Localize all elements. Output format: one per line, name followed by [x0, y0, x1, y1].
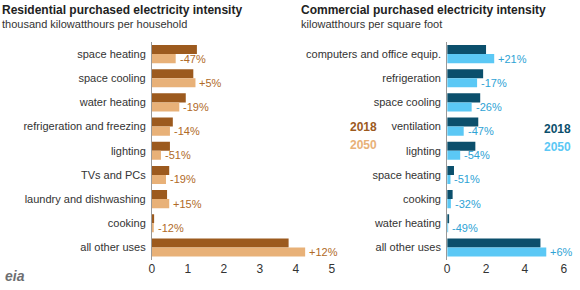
- svg-text:2050: 2050: [350, 138, 377, 152]
- svg-text:kilowatthours per square foot: kilowatthours per square foot: [301, 18, 442, 30]
- svg-text:space heating: space heating: [372, 169, 441, 181]
- svg-text:6: 6: [560, 262, 567, 276]
- svg-text:lighting: lighting: [111, 145, 146, 157]
- svg-text:+21%: +21%: [498, 53, 527, 65]
- svg-text:-51%: -51%: [454, 173, 480, 185]
- svg-text:4: 4: [522, 262, 529, 276]
- svg-text:lighting: lighting: [406, 145, 441, 157]
- svg-text:2050: 2050: [544, 140, 571, 154]
- svg-text:computers and office equip.: computers and office equip.: [306, 48, 441, 60]
- svg-text:-12%: -12%: [158, 222, 184, 234]
- svg-text:3: 3: [256, 262, 263, 276]
- svg-text:refrigeration: refrigeration: [382, 72, 441, 84]
- svg-text:2: 2: [483, 262, 490, 276]
- svg-text:1: 1: [185, 262, 192, 276]
- svg-text:-54%: -54%: [464, 149, 490, 161]
- svg-text:space cooling: space cooling: [78, 72, 145, 84]
- svg-text:+12%: +12%: [309, 246, 338, 258]
- svg-text:-26%: -26%: [476, 101, 502, 113]
- svg-text:all other uses: all other uses: [80, 241, 146, 253]
- svg-text:water heating: water heating: [374, 217, 441, 229]
- svg-text:2: 2: [221, 262, 228, 276]
- svg-text:+5%: +5%: [199, 77, 222, 89]
- svg-text:+15%: +15%: [173, 198, 202, 210]
- svg-text:4: 4: [292, 262, 299, 276]
- svg-text:-32%: -32%: [455, 198, 481, 210]
- svg-text:eia: eia: [5, 268, 25, 284]
- svg-text:-51%: -51%: [165, 149, 191, 161]
- svg-text:cooking: cooking: [108, 217, 146, 229]
- svg-text:2018: 2018: [350, 120, 377, 134]
- svg-text:all other uses: all other uses: [376, 241, 442, 253]
- svg-text:-14%: -14%: [174, 125, 200, 137]
- svg-text:refrigeration and freezing: refrigeration and freezing: [23, 120, 145, 132]
- svg-text:space heating: space heating: [77, 48, 146, 60]
- svg-text:Residential purchased electric: Residential purchased electricity intens…: [2, 3, 242, 17]
- svg-text:water heating: water heating: [79, 96, 146, 108]
- svg-text:-47%: -47%: [468, 125, 494, 137]
- svg-text:0: 0: [444, 262, 451, 276]
- svg-text:Commercial purchased electrici: Commercial purchased electricity intensi…: [301, 3, 546, 17]
- svg-text:0: 0: [149, 262, 156, 276]
- svg-text:+6%: +6%: [550, 246, 573, 258]
- svg-text:5: 5: [328, 262, 335, 276]
- svg-text:TVs and PCs: TVs and PCs: [81, 169, 146, 181]
- svg-text:-47%: -47%: [180, 53, 206, 65]
- svg-text:cooking: cooking: [403, 193, 441, 205]
- svg-text:space cooling: space cooling: [374, 96, 441, 108]
- svg-text:2018: 2018: [544, 122, 571, 136]
- svg-text:-19%: -19%: [183, 101, 209, 113]
- svg-text:-19%: -19%: [170, 173, 196, 185]
- svg-text:ventilation: ventilation: [391, 120, 441, 132]
- svg-text:thousand kilowatthours per hou: thousand kilowatthours per household: [2, 18, 187, 30]
- svg-text:laundry and dishwashing: laundry and dishwashing: [25, 193, 146, 205]
- svg-text:-49%: -49%: [452, 222, 478, 234]
- svg-text:-17%: -17%: [481, 77, 507, 89]
